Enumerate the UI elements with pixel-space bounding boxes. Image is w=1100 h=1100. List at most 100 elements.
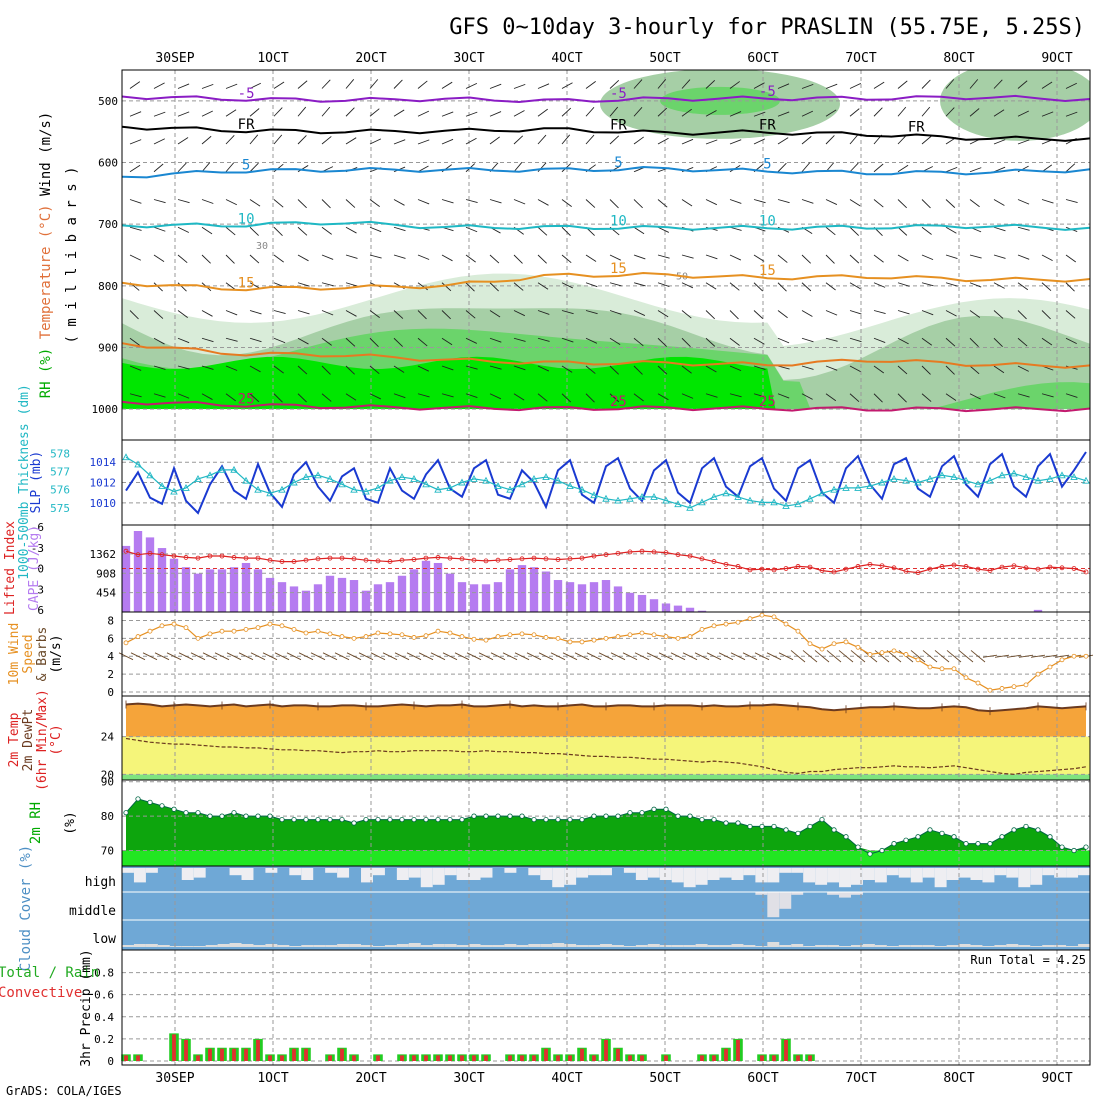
- wind-marker: [843, 639, 849, 645]
- surface-wind-barb: [646, 652, 662, 661]
- wind-barb: [297, 310, 310, 315]
- cape-bar: [649, 599, 659, 612]
- wind-barb: [297, 226, 308, 236]
- high-cloud-gap: [659, 868, 672, 880]
- wind-barb: [777, 393, 790, 399]
- wind-barb: [249, 254, 260, 264]
- thickness-marker: [242, 476, 250, 484]
- wind-barb: [609, 106, 619, 117]
- li-marker: [939, 564, 945, 569]
- wind-barb: [921, 365, 931, 375]
- wind-barb: [585, 337, 598, 344]
- thickness-marker: [494, 482, 502, 490]
- wind-barb: [705, 79, 716, 89]
- wind-marker: [831, 641, 837, 647]
- wind-marker: [423, 633, 429, 639]
- wind-marker: [603, 635, 609, 641]
- surface-wind-barb: [346, 652, 362, 661]
- contour-label: 5: [614, 155, 622, 171]
- thickness-marker: [314, 471, 322, 479]
- wind-barb: [537, 226, 548, 236]
- cape-bar: [637, 594, 647, 612]
- high-cloud-gap: [396, 868, 409, 880]
- wind-barb: [225, 393, 236, 402]
- cloud-layer-label: high: [85, 875, 116, 890]
- wind-barb: [633, 310, 646, 316]
- wind-marker: [531, 632, 537, 638]
- surface-wind-barb: [934, 650, 950, 663]
- low-cloud-gap: [994, 945, 1007, 947]
- high-cloud-gap: [576, 868, 589, 878]
- mid-cloud-gap: [827, 892, 840, 895]
- mid-cloud-gap: [839, 892, 851, 898]
- wind-barb: [609, 135, 620, 145]
- low-cloud-gap: [468, 944, 481, 947]
- wind-barb: [561, 134, 571, 145]
- top-date-label: 8OCT: [943, 51, 974, 66]
- wind-barb: [297, 337, 309, 345]
- cape-bar: [541, 571, 551, 612]
- wind-barb: [753, 365, 766, 370]
- credit: GrADS: COLA/IGES: [6, 1084, 122, 1098]
- thickness-marker: [674, 500, 682, 508]
- cape-bar: [601, 580, 611, 612]
- thickness-marker: [338, 480, 346, 488]
- wind-barb: [1065, 254, 1077, 263]
- rh-marker: [219, 813, 225, 819]
- wind-marker: [315, 628, 321, 634]
- wind-barb: [489, 337, 502, 343]
- wind-barb: [441, 393, 454, 398]
- temp-band-mid: [122, 736, 1090, 775]
- wind-barb: [609, 393, 620, 403]
- thickness-marker: [206, 471, 214, 479]
- wind-barb: [753, 393, 766, 398]
- low-cloud-gap: [827, 945, 840, 947]
- wind-barb: [849, 108, 860, 117]
- temperature-contour-5: [121, 165, 1091, 179]
- wind-marker: [723, 621, 729, 627]
- precip-convective-bar: [136, 1055, 140, 1061]
- thickness-marker: [854, 483, 862, 491]
- wind-barb: [801, 337, 814, 343]
- cape-bar: [157, 548, 167, 612]
- thickness-marker: [554, 476, 562, 484]
- precip-convective-bar: [532, 1055, 536, 1061]
- wind-marker: [1071, 653, 1077, 659]
- wind-barb: [249, 337, 262, 343]
- low-cloud-gap: [265, 944, 278, 947]
- li-marker: [219, 553, 225, 559]
- wind-barb: [729, 81, 740, 89]
- wind-barb: [897, 106, 907, 117]
- wind-barb: [945, 282, 958, 287]
- wind-barb: [585, 199, 596, 208]
- rh-marker: [231, 810, 237, 816]
- wind-marker: [303, 630, 309, 636]
- wind-marker: [687, 634, 693, 639]
- high-cloud-gap: [133, 868, 146, 883]
- low-cloud-gap: [779, 945, 792, 947]
- thickness-marker: [938, 471, 946, 479]
- wind-barb: [609, 282, 622, 287]
- low-cloud-gap: [898, 945, 911, 947]
- wind-barb: [465, 82, 478, 89]
- precip-convective-bar: [472, 1055, 476, 1061]
- wind-barb: [417, 282, 428, 291]
- wind-marker: [663, 634, 669, 639]
- wind-marker: [747, 616, 753, 622]
- li-marker: [1011, 563, 1017, 569]
- wind-barb: [273, 134, 283, 145]
- wind-barb: [177, 162, 187, 173]
- wind-marker: [963, 675, 969, 681]
- rh-marker: [1035, 827, 1041, 833]
- wind-barb: [729, 310, 739, 320]
- thickness-marker: [278, 485, 286, 493]
- wind-barb: [513, 110, 525, 117]
- high-cloud-gap: [456, 868, 469, 880]
- wind-barb: [369, 226, 382, 233]
- thickness-marker: [974, 480, 982, 488]
- wind-barb: [1065, 337, 1077, 345]
- thickness-marker: [806, 494, 814, 502]
- precip-convective-bar: [400, 1055, 404, 1061]
- cape-ylabel: CAPE (J/kg): [27, 525, 42, 611]
- contour-label: 5: [763, 157, 771, 173]
